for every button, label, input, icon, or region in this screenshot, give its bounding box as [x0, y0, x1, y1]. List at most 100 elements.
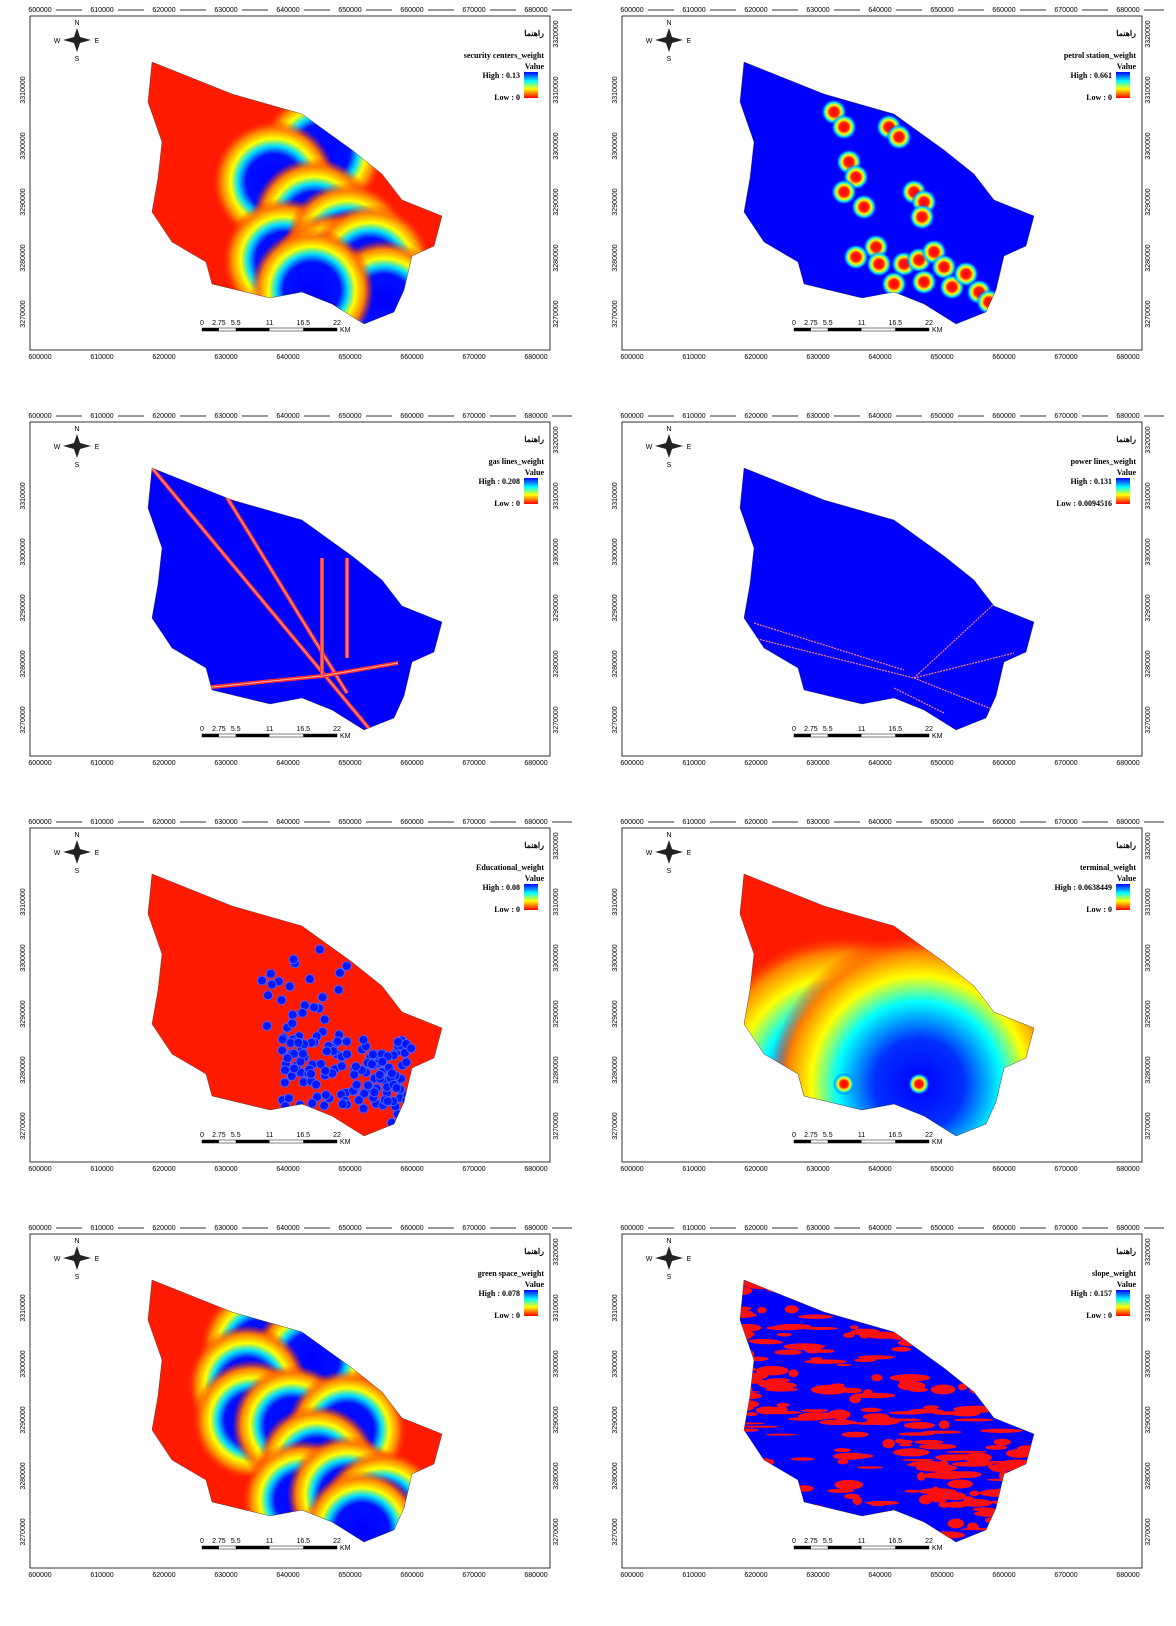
school	[351, 1062, 360, 1071]
y-tick-right: 3290000	[553, 188, 560, 215]
scale-label: 11	[858, 1538, 865, 1545]
y-tick-right: 3320000	[553, 1238, 560, 1265]
x-tick-top: 620000	[152, 413, 175, 420]
x-tick-top: 630000	[806, 7, 829, 14]
y-tick-right: 3270000	[1145, 300, 1152, 327]
y-tick-left: 3310000	[612, 1294, 619, 1321]
x-tick-top: 650000	[338, 7, 361, 14]
x-tick-top: 640000	[276, 413, 299, 420]
slope-patch	[931, 1385, 956, 1395]
buffer	[831, 114, 857, 140]
legend-high: High : 0.0638449	[1054, 883, 1112, 892]
scale-label: 5.5	[231, 1538, 241, 1545]
school	[262, 1021, 271, 1030]
x-tick-bottom: 620000	[152, 760, 175, 767]
x-tick-top: 650000	[930, 413, 953, 420]
legend-value: Value	[1117, 468, 1137, 477]
slope-patch	[843, 1332, 855, 1337]
school	[290, 1064, 299, 1073]
compass-w: W	[54, 38, 61, 45]
compass-n: N	[74, 426, 79, 433]
x-tick-bottom: 650000	[930, 354, 953, 361]
scale-label: 2.75	[212, 726, 226, 733]
y-tick-left: 3270000	[20, 1112, 27, 1139]
y-tick-left: 3310000	[20, 76, 27, 103]
scale-label: 0	[200, 320, 204, 327]
y-tick-right: 3320000	[553, 832, 560, 859]
y-tick-left: 3300000	[612, 1350, 619, 1377]
legend-value: Value	[525, 468, 545, 477]
scale-label: 0	[200, 726, 204, 733]
y-tick-right: 3310000	[553, 888, 560, 915]
buffer	[911, 269, 937, 295]
x-tick-bottom: 660000	[400, 760, 423, 767]
scale-unit: KM	[932, 327, 943, 334]
y-tick-right: 3290000	[553, 1406, 560, 1433]
legend-low: Low : 0	[494, 93, 520, 102]
x-tick-top: 600000	[620, 1225, 643, 1232]
x-tick-bottom: 630000	[806, 354, 829, 361]
scale-label: 16.5	[296, 1538, 310, 1545]
compass-w: W	[646, 850, 653, 857]
scale-label: 5.5	[231, 320, 241, 327]
scale-seg	[794, 1140, 811, 1143]
x-tick-bottom: 650000	[930, 760, 953, 767]
school	[320, 1101, 329, 1110]
x-tick-bottom: 660000	[992, 760, 1015, 767]
school	[306, 1069, 315, 1078]
x-tick-top: 680000	[1116, 7, 1139, 14]
x-tick-top: 650000	[338, 413, 361, 420]
scale-label: 22	[333, 1132, 341, 1139]
x-tick-bottom: 620000	[744, 1166, 767, 1173]
y-tick-left: 3300000	[20, 132, 27, 159]
legend-heading: راهنما	[524, 841, 544, 851]
slope-patch	[994, 1439, 1011, 1446]
scale-label: 11	[858, 1132, 865, 1139]
scale-label: 2.75	[804, 1538, 818, 1545]
x-tick-top: 640000	[276, 7, 299, 14]
slope-patch	[834, 1448, 851, 1452]
x-tick-bottom: 670000	[462, 760, 485, 767]
school	[375, 1070, 384, 1079]
map-panel: 6000006000006100006100006200006200006300…	[2, 2, 572, 397]
slope-patch	[791, 1457, 815, 1460]
slope-patch	[774, 1350, 802, 1355]
x-tick-top: 630000	[214, 819, 237, 826]
slope-patch	[850, 1325, 859, 1329]
x-tick-top: 660000	[400, 819, 423, 826]
y-tick-right: 3310000	[553, 76, 560, 103]
school	[267, 980, 276, 989]
compass-n: N	[74, 832, 79, 839]
y-tick-right: 3290000	[553, 1000, 560, 1027]
x-tick-top: 660000	[400, 1225, 423, 1232]
y-tick-left: 3310000	[20, 482, 27, 509]
slope-patch	[980, 1429, 1023, 1433]
y-tick-left: 3280000	[20, 1056, 27, 1083]
scale-label: 5.5	[231, 1132, 241, 1139]
y-tick-left: 3280000	[20, 244, 27, 271]
school	[338, 1100, 347, 1109]
slope-patch	[785, 1305, 799, 1313]
scale-label: 22	[925, 320, 933, 327]
x-tick-top: 660000	[400, 413, 423, 420]
y-tick-right: 3320000	[1145, 426, 1152, 453]
x-tick-top: 680000	[524, 819, 547, 826]
scale-label: 16.5	[296, 726, 310, 733]
school	[318, 993, 327, 1002]
legend-title: gas lines_weight	[489, 457, 545, 466]
slope-patch	[776, 1333, 791, 1337]
scale-seg	[895, 1546, 929, 1549]
y-tick-right: 3320000	[553, 426, 560, 453]
school	[321, 1090, 330, 1099]
x-tick-top: 630000	[806, 413, 829, 420]
scale-seg	[303, 1140, 337, 1143]
slope-patch	[870, 1503, 886, 1506]
scale-seg	[895, 328, 929, 331]
scale-label: 16.5	[888, 1132, 902, 1139]
x-tick-bottom: 650000	[930, 1166, 953, 1173]
scale-label: 16.5	[888, 726, 902, 733]
x-tick-top: 630000	[214, 1225, 237, 1232]
x-tick-bottom: 600000	[620, 1572, 643, 1579]
scale-seg	[895, 734, 929, 737]
map-panel: 6000006000006100006100006200006200006300…	[2, 814, 572, 1209]
